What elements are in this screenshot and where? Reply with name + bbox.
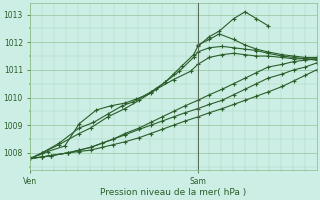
X-axis label: Pression niveau de la mer( hPa ): Pression niveau de la mer( hPa ): [100, 188, 247, 197]
